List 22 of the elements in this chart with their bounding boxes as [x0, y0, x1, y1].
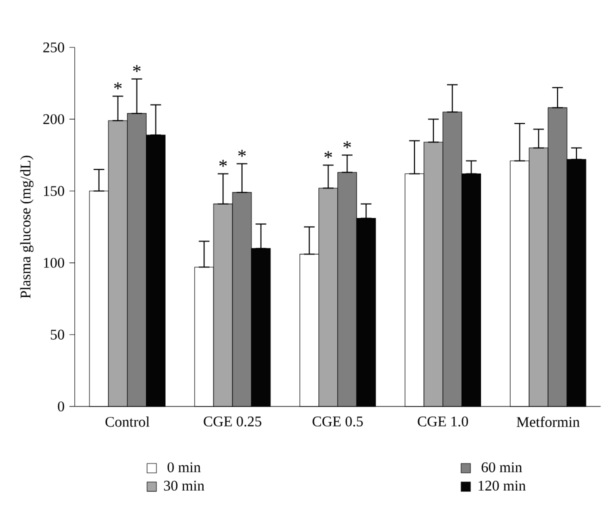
legend-label: 30 min — [164, 480, 204, 491]
x-tick-label: CGE 0.5 — [312, 416, 363, 426]
x-tick-label: CGE 0.25 — [204, 416, 262, 426]
annotation: * — [114, 82, 122, 90]
y-tick-label: 50 — [50, 330, 64, 340]
x-tick-label: Control — [106, 416, 150, 427]
y-axis-title: Plasma glucose (mg/dL) — [20, 156, 34, 298]
annotation: * — [324, 151, 332, 158]
legend-label: 120 min — [478, 480, 526, 491]
y-tick-label: 200 — [43, 114, 64, 124]
annotation: * — [133, 65, 141, 72]
y-tick-label: 150 — [44, 186, 64, 196]
x-tick-label: Metformin — [516, 416, 580, 427]
annotation: * — [219, 160, 227, 167]
y-tick-label: 100 — [44, 258, 64, 268]
y-tick-label: 250 — [43, 42, 64, 52]
annotation: * — [343, 141, 351, 148]
annotation: * — [238, 150, 246, 157]
y-tick-label: 0 — [58, 401, 64, 412]
legend-label: 0 min — [168, 462, 201, 472]
legend-label: 60 min — [482, 462, 522, 472]
x-tick-label: CGE 1.0 — [418, 416, 468, 426]
